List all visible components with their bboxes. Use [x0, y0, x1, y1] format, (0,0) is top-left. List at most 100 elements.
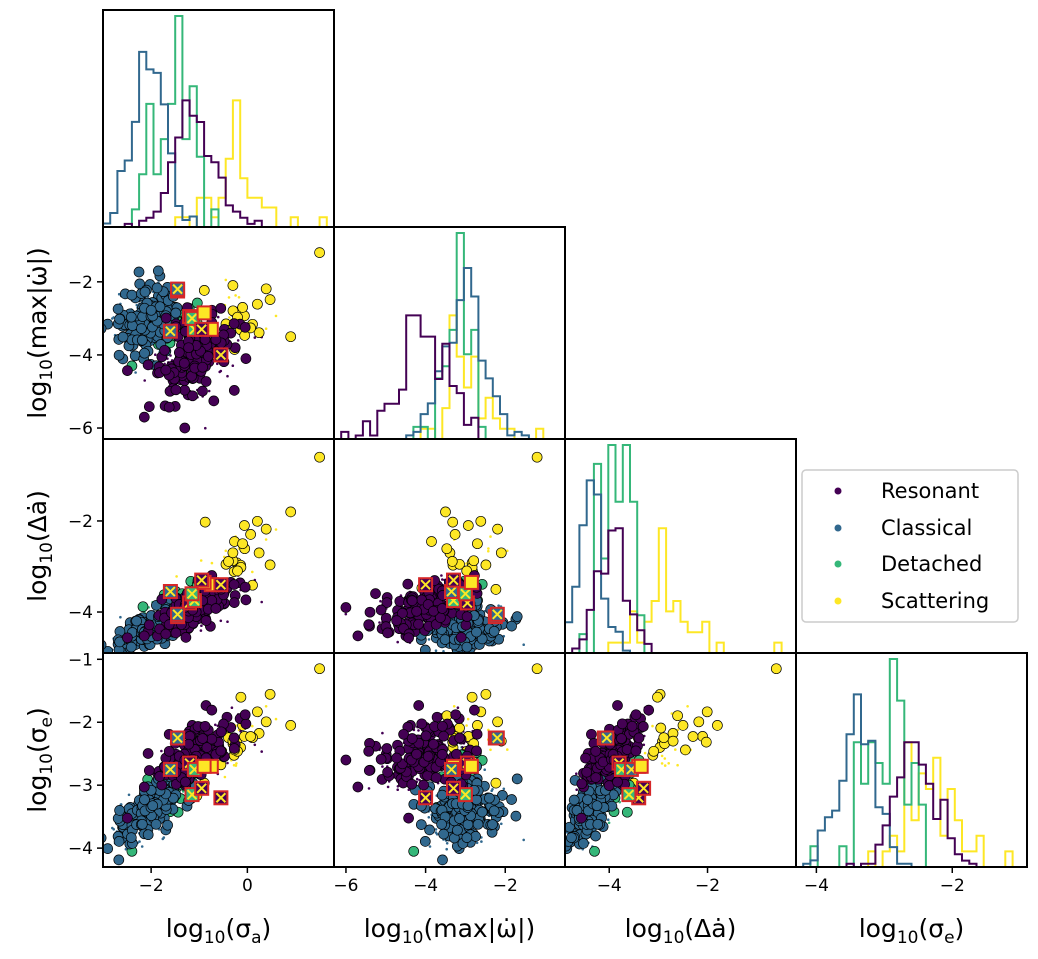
point-small-classical [112, 316, 115, 319]
point-resonant [160, 312, 172, 324]
point-classical [103, 843, 114, 854]
point-small-resonant [216, 315, 220, 319]
point-resonant [381, 743, 393, 754]
panel-se-se: −4 −2 [795, 652, 1028, 896]
point-classical [438, 828, 449, 840]
point-resonant [352, 630, 364, 642]
point-small-classical [497, 604, 500, 607]
point-small-scattering [224, 549, 228, 553]
point-classical [147, 800, 159, 812]
point-classical [113, 836, 125, 847]
point-classical [497, 790, 508, 801]
point-classical [103, 651, 104, 653]
point-resonant [197, 361, 208, 373]
histogram-resonant [103, 99, 334, 227]
point-resonant [239, 709, 251, 721]
point-scattering [235, 691, 247, 703]
y-tick-label: −3 [68, 776, 93, 796]
point-small-resonant [367, 787, 371, 790]
point-resonant [450, 709, 462, 721]
point-small-resonant [344, 612, 348, 616]
point-resonant [239, 321, 251, 333]
point-scattering [531, 663, 543, 675]
point-small-resonant [260, 750, 264, 753]
point-resonant [239, 581, 251, 593]
panel-content [103, 15, 334, 227]
point-resonant [416, 718, 428, 730]
point-small-scattering [251, 724, 254, 728]
panel-da-se: −4 −2 [564, 652, 797, 896]
point-scattering [492, 716, 503, 728]
point-scattering [655, 722, 667, 734]
point-small-resonant [415, 777, 419, 781]
point-small-resonant [417, 729, 420, 732]
point-scattering [198, 285, 210, 296]
point-resonant [436, 749, 448, 760]
highlight-cross [198, 307, 210, 319]
point-classical [471, 626, 482, 638]
point-small-detached [618, 800, 621, 804]
y-tick-label: −2 [68, 713, 93, 733]
x-tick-label: −4 [597, 876, 622, 896]
point-classical [472, 818, 484, 830]
histogram-detached [796, 658, 1027, 867]
point-resonant [626, 720, 638, 732]
point-small-classical [500, 822, 503, 826]
x-axis-label-sa: log10(σa) [166, 914, 272, 948]
point-small-scattering [489, 748, 492, 752]
point-resonant [621, 744, 633, 755]
point-resonant [163, 401, 175, 413]
point-scattering [264, 559, 276, 571]
point-resonant [228, 743, 240, 754]
point-resonant [413, 700, 425, 711]
point-small-classical [428, 845, 432, 848]
point-scattering [472, 538, 483, 550]
point-classical [488, 625, 500, 637]
point-small-scattering [223, 775, 227, 779]
panel-content [565, 663, 782, 857]
y-tick-label: −4 [68, 603, 93, 623]
point-resonant [428, 605, 439, 617]
point-classical [462, 819, 474, 830]
highlight-cross [198, 761, 210, 772]
legend-label-scattering: Scattering [881, 589, 989, 613]
highlight-cross [172, 609, 183, 620]
point-resonant [122, 365, 133, 376]
point-resonant [580, 752, 591, 764]
point-classical [114, 805, 125, 816]
point-resonant [576, 778, 588, 790]
point-classical [461, 832, 473, 843]
x-tick-label: −2 [695, 876, 720, 896]
point-small-resonant [386, 785, 390, 789]
point-small-resonant [456, 706, 460, 709]
highlight-cross [186, 313, 198, 324]
point-resonant [215, 302, 227, 314]
point-classical [506, 620, 517, 632]
point-scattering [490, 777, 502, 789]
point-resonant [612, 700, 623, 711]
panel-frame [795, 652, 1028, 868]
highlight-cross [172, 283, 183, 295]
panel-content [565, 444, 796, 653]
x-tick-label: 0 [242, 876, 253, 896]
point-classical [424, 824, 435, 836]
legend-marker-detached [834, 560, 842, 568]
highlight-cross [420, 792, 431, 803]
point-scattering [285, 331, 297, 343]
point-small-scattering [210, 561, 214, 565]
point-classical [151, 282, 163, 294]
point-resonant [352, 781, 364, 793]
legend-marker-scattering [834, 597, 842, 605]
point-classical [117, 331, 129, 343]
point-small-classical [99, 839, 102, 842]
legend-label-resonant: Resonant [881, 479, 979, 503]
point-resonant [418, 779, 429, 791]
histogram-scattering [565, 527, 796, 653]
point-resonant [142, 359, 154, 371]
panel-content [334, 232, 565, 439]
point-small-resonant [226, 620, 229, 623]
point-classical [437, 854, 448, 866]
legend-marker-resonant [834, 487, 842, 495]
point-classical [488, 805, 500, 817]
point-classical [114, 313, 125, 325]
